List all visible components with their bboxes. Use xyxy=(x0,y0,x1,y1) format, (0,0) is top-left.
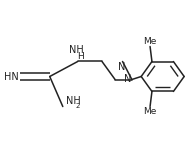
Text: Me: Me xyxy=(143,37,157,46)
Text: N: N xyxy=(124,74,131,84)
Text: NH: NH xyxy=(69,45,84,56)
Text: H: H xyxy=(77,52,84,61)
Text: 2: 2 xyxy=(75,103,80,109)
Text: Me: Me xyxy=(143,107,157,116)
Text: HN: HN xyxy=(4,71,19,82)
Text: N: N xyxy=(118,62,125,72)
Text: NH: NH xyxy=(66,96,80,106)
